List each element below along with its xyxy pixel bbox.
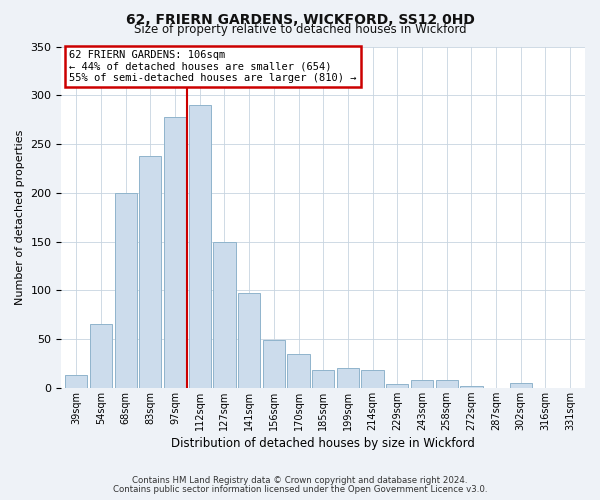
Y-axis label: Number of detached properties: Number of detached properties	[15, 130, 25, 305]
Bar	[65, 375, 88, 388]
Text: Size of property relative to detached houses in Wickford: Size of property relative to detached ho…	[134, 22, 466, 36]
Bar	[238, 293, 260, 388]
Bar	[361, 370, 384, 388]
Bar	[287, 354, 310, 388]
Bar	[411, 380, 433, 388]
Text: 62 FRIERN GARDENS: 106sqm
← 44% of detached houses are smaller (654)
55% of semi: 62 FRIERN GARDENS: 106sqm ← 44% of detac…	[69, 50, 357, 83]
Bar	[90, 324, 112, 388]
Bar	[509, 383, 532, 388]
Bar	[460, 386, 482, 388]
Bar	[337, 368, 359, 388]
Bar	[164, 116, 186, 388]
Bar	[263, 340, 285, 388]
Bar	[139, 156, 161, 388]
Bar	[312, 370, 334, 388]
Bar	[115, 193, 137, 388]
X-axis label: Distribution of detached houses by size in Wickford: Distribution of detached houses by size …	[171, 437, 475, 450]
Text: Contains public sector information licensed under the Open Government Licence v3: Contains public sector information licen…	[113, 485, 487, 494]
Bar	[386, 384, 409, 388]
Text: Contains HM Land Registry data © Crown copyright and database right 2024.: Contains HM Land Registry data © Crown c…	[132, 476, 468, 485]
Bar	[188, 105, 211, 388]
Bar	[213, 242, 236, 388]
Bar	[436, 380, 458, 388]
Text: 62, FRIERN GARDENS, WICKFORD, SS12 0HD: 62, FRIERN GARDENS, WICKFORD, SS12 0HD	[125, 12, 475, 26]
